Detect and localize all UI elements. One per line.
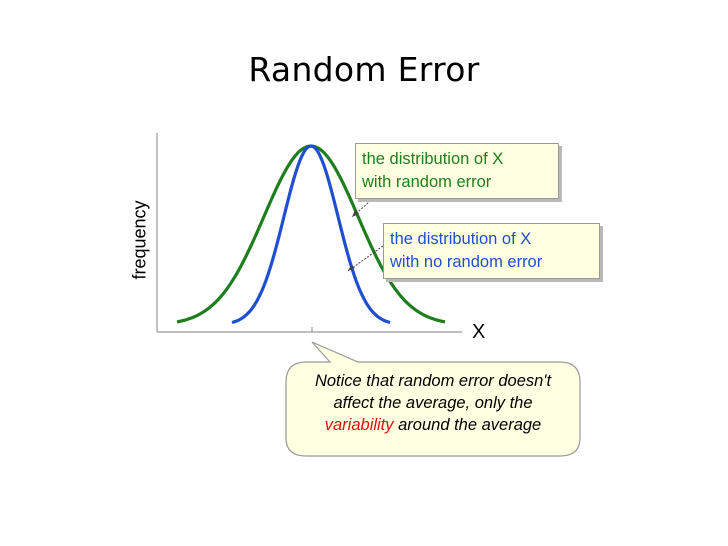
random-error-callout-line1: the distribution of X	[362, 150, 504, 168]
green-callout-pointer	[351, 195, 377, 218]
random-error-callout: the distribution of X with random error	[355, 143, 559, 199]
note-highlight: variability	[324, 416, 394, 434]
note-text: Notice that random error doesn't affect …	[288, 370, 578, 436]
note-line3-rest: around the average	[393, 416, 542, 434]
blue-pointer-arrowhead	[348, 265, 355, 271]
slide-title: Random Error	[248, 50, 480, 89]
note-bubble	[285, 341, 581, 457]
random-error-callout-line2: with random error	[362, 173, 492, 191]
no-random-error-callout-line2: with no random error	[390, 253, 543, 271]
no-random-error-curve	[231, 144, 391, 325]
note-line1: Notice that random error doesn't	[314, 372, 552, 390]
no-random-error-callout-line1: the distribution of X	[390, 230, 532, 248]
note-line3: variability around the average	[288, 414, 578, 436]
x-axis-label: X	[472, 321, 486, 343]
note-line2: affect the average, only the	[333, 394, 533, 412]
no-random-error-callout: the distribution of X with no random err…	[383, 223, 600, 279]
y-axis-label: frequency	[129, 200, 150, 280]
blue-callout-pointer	[347, 245, 384, 272]
green-pointer-arrowhead	[352, 210, 359, 217]
